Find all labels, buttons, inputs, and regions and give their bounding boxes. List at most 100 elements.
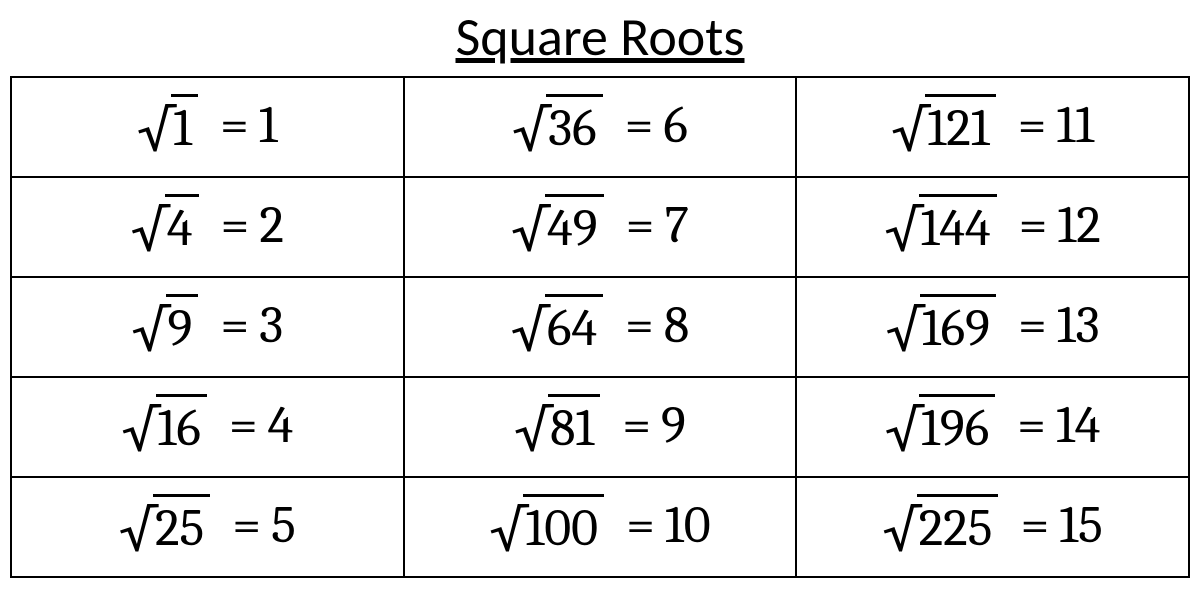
sqrt: √ 144 — [885, 194, 997, 256]
result: 2 — [259, 199, 284, 251]
radicand: 36 — [546, 94, 602, 156]
table-cell: √ 36 = 6 — [404, 77, 797, 177]
table-cell: √ 100 = 10 — [404, 477, 797, 577]
radicand: 121 — [925, 94, 995, 156]
table-cell: √ 169 = 13 — [796, 277, 1189, 377]
radical-icon: √ — [511, 205, 549, 257]
radicand: 25 — [153, 494, 210, 556]
radical-icon: √ — [119, 505, 157, 557]
equals-sign: = — [1019, 199, 1048, 251]
equals-sign: = — [1018, 99, 1047, 151]
sqrt-expression: √ 16 = 4 — [121, 394, 293, 456]
radical-icon: √ — [489, 505, 527, 557]
radical-icon: √ — [511, 305, 549, 357]
result: 4 — [268, 399, 294, 451]
radicand: 225 — [917, 494, 999, 556]
sqrt-expression: √ 169 = 13 — [886, 294, 1100, 356]
equals-sign: = — [232, 499, 261, 551]
table-row: √ 1 = 1 √ 36 = 6 — [11, 77, 1189, 177]
result: 6 — [663, 99, 687, 151]
result: 3 — [259, 299, 283, 351]
sqrt-expression: √ 81 = 9 — [514, 394, 686, 456]
square-roots-table: √ 1 = 1 √ 36 = 6 — [10, 76, 1190, 578]
radical-icon: √ — [886, 305, 924, 357]
sqrt: √ 64 — [511, 294, 603, 356]
radicand: 196 — [919, 394, 995, 456]
radical-icon: √ — [885, 205, 923, 257]
result: 11 — [1056, 99, 1094, 151]
sqrt-expression: √ 225 = 15 — [883, 494, 1103, 556]
sqrt-expression: √ 100 = 10 — [489, 494, 710, 556]
result: 10 — [665, 499, 711, 551]
equals-sign: = — [1020, 499, 1049, 551]
result: 14 — [1056, 399, 1100, 451]
sqrt-expression: √ 36 = 6 — [512, 94, 688, 156]
radicand: 169 — [920, 294, 996, 356]
sqrt-expression: √ 196 = 14 — [885, 394, 1100, 456]
table-cell: √ 4 = 2 — [11, 177, 404, 277]
table-cell: √ 64 = 8 — [404, 277, 797, 377]
radicand: 1 — [171, 94, 198, 156]
equals-sign: = — [1018, 299, 1047, 351]
page-title: Square Roots — [10, 4, 1190, 70]
sqrt: √ 49 — [511, 194, 604, 256]
radical-icon: √ — [885, 405, 923, 457]
result: 9 — [661, 399, 686, 451]
radical-icon: √ — [512, 105, 550, 157]
radicand: 49 — [545, 194, 603, 256]
result: 5 — [271, 499, 296, 551]
table-cell: √ 196 = 14 — [796, 377, 1189, 477]
sqrt: √ 9 — [131, 294, 198, 356]
radicand: 144 — [919, 194, 997, 256]
sqrt: √ 25 — [119, 494, 210, 556]
radical-icon: √ — [883, 505, 921, 557]
radicand: 100 — [523, 494, 604, 556]
table-cell: √ 81 = 9 — [404, 377, 797, 477]
radicand: 9 — [166, 294, 199, 356]
result: 13 — [1057, 299, 1100, 351]
sqrt-expression: √ 4 = 2 — [131, 194, 284, 256]
sqrt-expression: √ 64 = 8 — [511, 294, 689, 356]
table-cell: √ 225 = 15 — [796, 477, 1189, 577]
radicand: 4 — [165, 194, 199, 256]
radical-icon: √ — [121, 405, 159, 457]
sqrt: √ 81 — [514, 394, 600, 456]
result: 8 — [664, 299, 689, 351]
sqrt: √ 100 — [489, 494, 604, 556]
sqrt: √ 196 — [885, 394, 995, 456]
table-cell: √ 49 = 7 — [404, 177, 797, 277]
radicand: 64 — [545, 294, 603, 356]
table-cell: √ 144 = 12 — [796, 177, 1189, 277]
table-cell: √ 9 = 3 — [11, 277, 404, 377]
result: 7 — [664, 199, 688, 251]
equals-sign: = — [220, 99, 249, 151]
table-row: √ 25 = 5 √ 100 = 10 — [11, 477, 1189, 577]
sqrt: √ 169 — [886, 294, 996, 356]
radicand: 16 — [156, 394, 207, 456]
sqrt-expression: √ 1 = 1 — [137, 94, 278, 156]
radical-icon: √ — [137, 105, 175, 157]
equals-sign: = — [221, 199, 250, 251]
sqrt-expression: √ 9 = 3 — [131, 294, 283, 356]
equals-sign: = — [626, 199, 655, 251]
table-cell: √ 121 = 11 — [796, 77, 1189, 177]
result: 1 — [259, 99, 278, 151]
sqrt: √ 121 — [891, 94, 995, 156]
table-row: √ 4 = 2 √ 49 = 7 — [11, 177, 1189, 277]
sqrt-expression: √ 121 = 11 — [891, 94, 1094, 156]
sqrt: √ 16 — [121, 394, 206, 456]
sqrt: √ 225 — [883, 494, 999, 556]
radical-icon: √ — [514, 405, 552, 457]
equals-sign: = — [625, 299, 654, 351]
radicand: 81 — [548, 394, 600, 456]
table-cell: √ 1 = 1 — [11, 77, 404, 177]
sqrt: √ 36 — [512, 94, 603, 156]
table-row: √ 16 = 4 √ 81 = 9 — [11, 377, 1189, 477]
equals-sign: = — [626, 499, 655, 551]
sqrt-expression: √ 25 = 5 — [119, 494, 296, 556]
radical-icon: √ — [131, 205, 169, 257]
radical-icon: √ — [891, 105, 929, 157]
result: 12 — [1057, 199, 1100, 251]
sqrt: √ 1 — [137, 94, 198, 156]
equals-sign: = — [220, 299, 249, 351]
